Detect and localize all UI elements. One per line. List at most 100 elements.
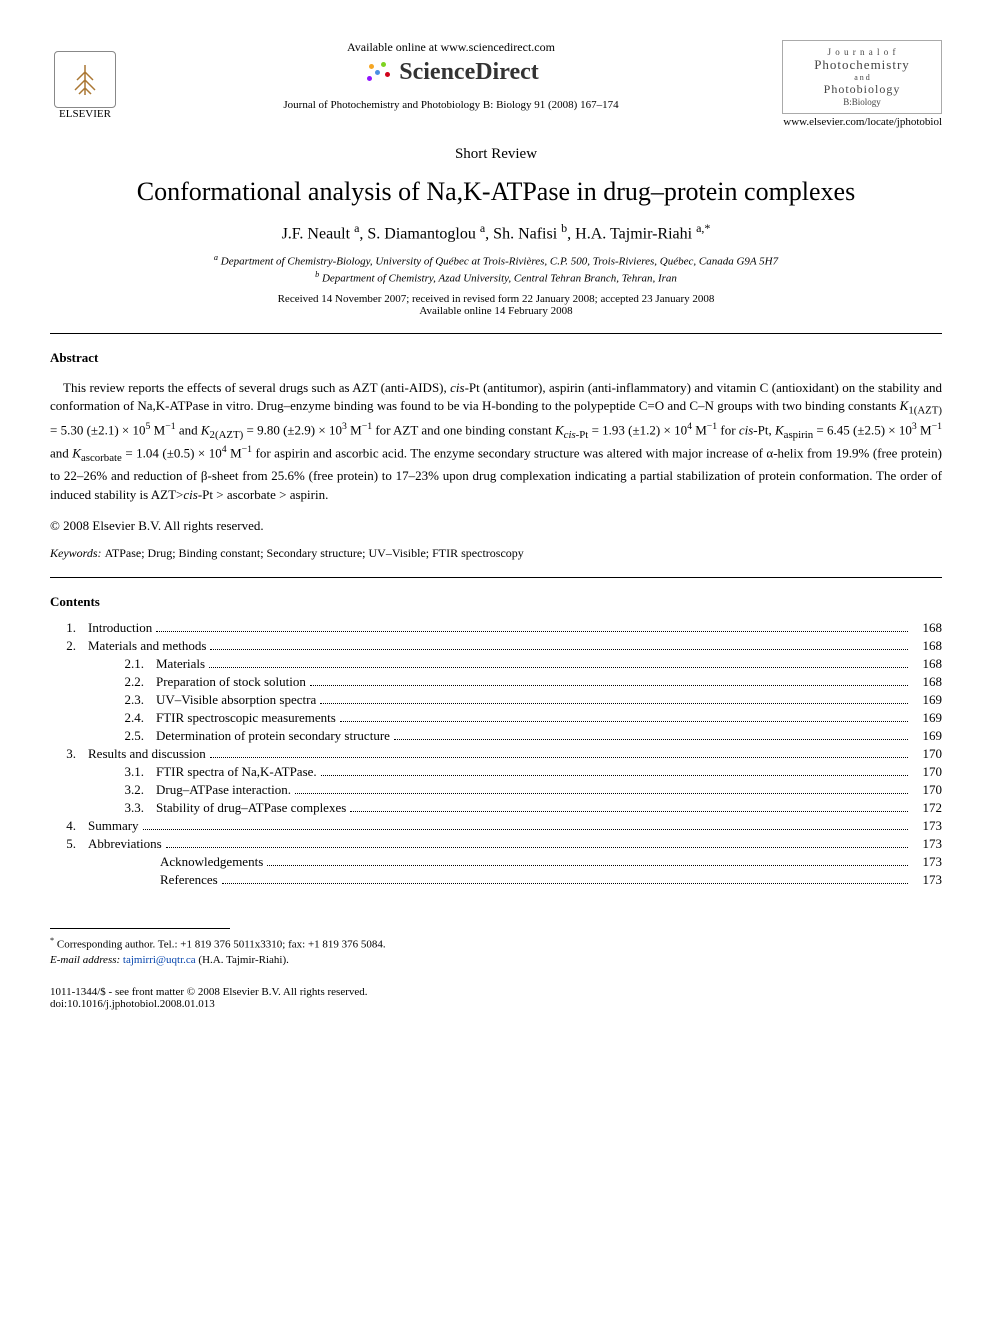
toc-row[interactable]: 2.2.Preparation of stock solution168 (50, 674, 942, 690)
available-online-text: Available online at www.sciencedirect.co… (120, 40, 782, 55)
toc-title: Preparation of stock solution (156, 674, 306, 690)
email-link[interactable]: tajmirri@uqtr.ca (123, 954, 196, 966)
toc-row[interactable]: 2.Materials and methods 168 (50, 638, 942, 654)
toc-number: 3.3. (50, 800, 156, 816)
journal-box-line: J o u r n a l o f (787, 47, 937, 57)
toc-page: 168 (912, 674, 942, 690)
elsevier-tree-icon (54, 51, 116, 108)
toc-leader-dots (267, 865, 908, 866)
toc-row[interactable]: 3.Results and discussion170 (50, 746, 942, 762)
affiliation: b Department of Chemistry, Azad Universi… (50, 270, 942, 285)
elsevier-text: ELSEVIER (59, 108, 111, 120)
toc-number: 2.3. (50, 692, 156, 708)
toc-row[interactable]: 3.3.Stability of drug–ATPase complexes 17… (50, 800, 942, 816)
toc-title: Acknowledgements (160, 854, 263, 870)
toc-number: 2.4. (50, 710, 156, 726)
toc-title: Results and discussion (88, 746, 206, 762)
sciencedirect-dots-icon (363, 62, 393, 84)
toc-page: 173 (912, 836, 942, 852)
corresponding-author-note: * Corresponding author. Tel.: +1 819 376… (50, 935, 942, 953)
toc-leader-dots (340, 721, 908, 722)
page-header: ELSEVIER Available online at www.science… (50, 40, 942, 128)
toc-number: 3. (50, 746, 88, 762)
toc-row[interactable]: 3.2.Drug–ATPase interaction. 170 (50, 782, 942, 798)
toc-number: 4. (50, 818, 88, 834)
keywords-label: Keywords: (50, 546, 102, 560)
toc-title: Stability of drug–ATPase complexes (156, 800, 346, 816)
doi-line: doi:10.1016/j.jphotobiol.2008.01.013 (50, 998, 942, 1010)
toc-title: FTIR spectra of Na,K-ATPase. (156, 764, 317, 780)
toc-number: 3.1. (50, 764, 156, 780)
affiliation: a Department of Chemistry-Biology, Unive… (50, 253, 942, 268)
toc-number: 1. (50, 620, 88, 636)
divider (50, 333, 942, 334)
toc-title: Determination of protein secondary struc… (156, 728, 390, 744)
toc-title: References (160, 872, 218, 888)
toc-number: 2. (50, 638, 88, 654)
toc-page: 169 (912, 710, 942, 726)
toc-page: 169 (912, 728, 942, 744)
issn-line: 1011-1344/$ - see front matter © 2008 El… (50, 986, 942, 998)
abstract-body: This review reports the effects of sever… (50, 379, 942, 505)
toc-row[interactable]: 2.4.FTIR spectroscopic measurements 169 (50, 710, 942, 726)
table-of-contents: 1.Introduction168 2.Materials and methods… (50, 620, 942, 888)
article-title: Conformational analysis of Na,K-ATPase i… (50, 177, 942, 207)
toc-row[interactable]: 2.1.Materials168 (50, 656, 942, 672)
toc-page: 172 (912, 800, 942, 816)
elsevier-logo: ELSEVIER (50, 40, 120, 120)
divider (50, 577, 942, 578)
footnote-rule (50, 928, 230, 929)
toc-leader-dots (320, 703, 908, 704)
toc-title: Materials and methods (88, 638, 206, 654)
toc-page: 173 (912, 854, 942, 870)
toc-page: 168 (912, 656, 942, 672)
toc-row[interactable]: 5.Abbreviations 173 (50, 836, 942, 852)
email-line: E-mail address: tajmirri@uqtr.ca (H.A. T… (50, 953, 942, 968)
toc-row[interactable]: Acknowledgements 173 (50, 854, 942, 870)
toc-row[interactable]: References 173 (50, 872, 942, 888)
email-label: E-mail address: (50, 954, 120, 966)
toc-leader-dots (209, 667, 908, 668)
toc-title: Abbreviations (88, 836, 162, 852)
locate-url[interactable]: www.elsevier.com/locate/jphotobiol (782, 116, 942, 128)
toc-page: 173 (912, 818, 942, 834)
email-paren: (H.A. Tajmir-Riahi). (198, 954, 288, 966)
toc-title: Drug–ATPase interaction. (156, 782, 291, 798)
abstract-heading: Abstract (50, 350, 942, 366)
toc-leader-dots (310, 685, 908, 686)
toc-page: 168 (912, 638, 942, 654)
keywords-list: ATPase; Drug; Binding constant; Secondar… (105, 546, 524, 560)
toc-title: FTIR spectroscopic measurements (156, 710, 336, 726)
toc-page: 170 (912, 764, 942, 780)
article-type: Short Review (50, 146, 942, 163)
toc-page: 173 (912, 872, 942, 888)
toc-row[interactable]: 2.5.Determination of protein secondary s… (50, 728, 942, 744)
toc-page: 169 (912, 692, 942, 708)
journal-cover-box: J o u r n a l o f Photochemistry a n d P… (782, 40, 942, 128)
toc-leader-dots (166, 847, 908, 848)
sciencedirect-text: ScienceDirect (399, 59, 539, 86)
center-header: Available online at www.sciencedirect.co… (120, 40, 782, 111)
toc-leader-dots (394, 739, 908, 740)
toc-page: 170 (912, 782, 942, 798)
available-date: Available online 14 February 2008 (50, 305, 942, 317)
journal-box-line: Photochemistry (787, 57, 937, 73)
toc-leader-dots (295, 793, 908, 794)
toc-title: Summary (88, 818, 139, 834)
sciencedirect-logo: ScienceDirect (363, 59, 539, 86)
toc-row[interactable]: 3.1.FTIR spectra of Na,K-ATPase. 170 (50, 764, 942, 780)
toc-number: 3.2. (50, 782, 156, 798)
toc-number: 5. (50, 836, 88, 852)
authors: J.F. Neault a, S. Diamantoglou a, Sh. Na… (50, 221, 942, 243)
toc-row[interactable]: 2.3.UV–Visible absorption spectra 169 (50, 692, 942, 708)
toc-number: 2.1. (50, 656, 156, 672)
toc-leader-dots (210, 757, 908, 758)
journal-citation: Journal of Photochemistry and Photobiolo… (120, 99, 782, 111)
abstract-copyright: © 2008 Elsevier B.V. All rights reserved… (50, 518, 942, 534)
toc-row[interactable]: 4.Summary 173 (50, 818, 942, 834)
journal-box-line: B:Biology (787, 97, 937, 107)
toc-title: UV–Visible absorption spectra (156, 692, 316, 708)
toc-page: 168 (912, 620, 942, 636)
toc-row[interactable]: 1.Introduction168 (50, 620, 942, 636)
toc-number: 2.5. (50, 728, 156, 744)
